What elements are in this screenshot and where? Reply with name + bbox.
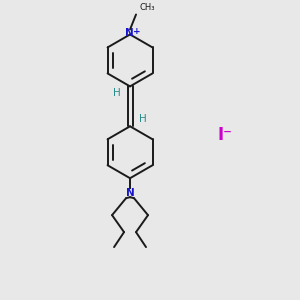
Text: N: N [125,28,134,38]
Text: N: N [126,188,134,198]
Text: +: + [133,27,141,36]
Text: H: H [113,88,121,98]
Text: I⁻: I⁻ [218,126,232,144]
Text: CH₃: CH₃ [139,2,154,11]
Text: H: H [139,114,147,124]
